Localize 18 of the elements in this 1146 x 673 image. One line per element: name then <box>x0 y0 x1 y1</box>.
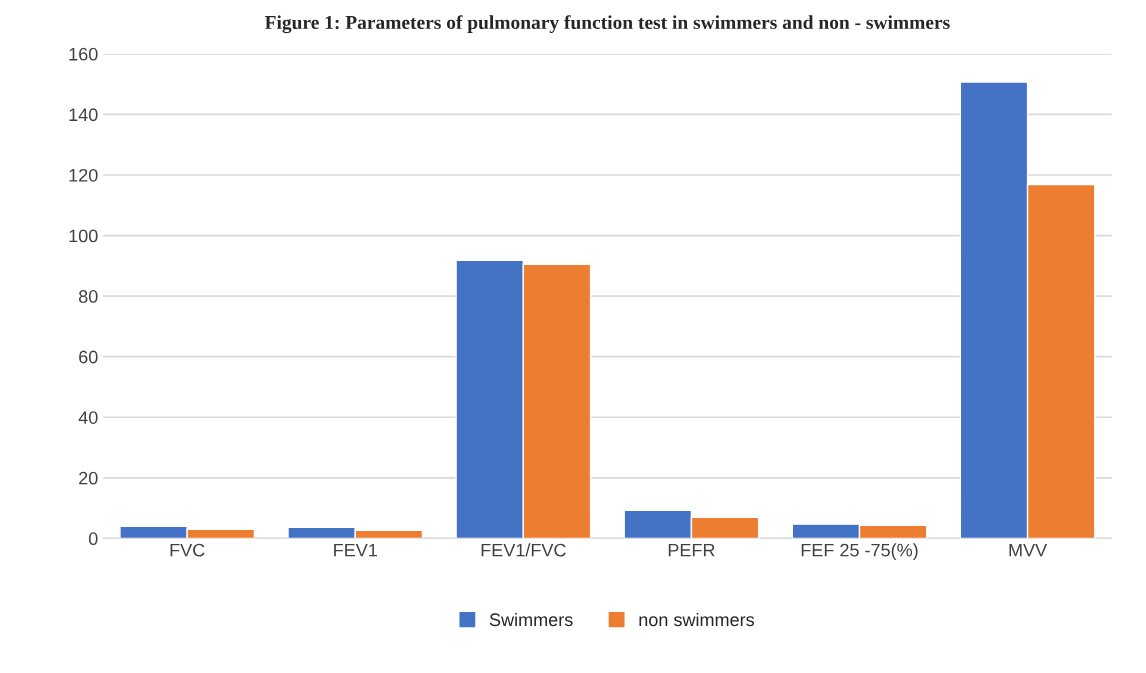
y-tick-label: 120 <box>69 168 98 182</box>
y-tick-label: 160 <box>69 47 98 61</box>
y-tick-label: 40 <box>78 411 98 424</box>
x-tick-label: FEF 25 -75(%) <box>801 543 918 561</box>
y-tick-label: 60 <box>79 350 98 364</box>
legend-label: Swimmers <box>489 612 573 627</box>
x-tick-label: MVV <box>1009 543 1048 557</box>
y-tick-label: 20 <box>79 471 98 485</box>
x-tick-label: FVC <box>170 543 205 557</box>
legend-label: non swimmers <box>639 612 754 627</box>
chart-title: Figure 1: Parameters of pulmonary function test in swimmers and non - swimmers <box>264 15 950 34</box>
x-tick-label: FEV1/FVC <box>481 543 566 557</box>
x-tick-label: PEFR <box>668 543 715 557</box>
y-tick-label: 100 <box>69 229 98 243</box>
y-tick-label: 0 <box>88 532 98 546</box>
x-tick-label: FEV1 <box>334 543 377 557</box>
y-tick-label: 140 <box>69 108 98 122</box>
y-tick-label: 80 <box>78 290 98 303</box>
